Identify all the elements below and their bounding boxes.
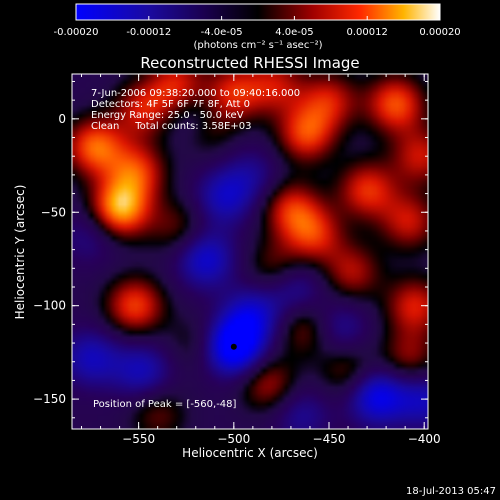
chart-title: Reconstructed RHESSI Image <box>140 54 359 72</box>
colorbar-ticks: -0.00020 -0.00012 -4.0e-05 4.0e-05 0.00012 0.… <box>54 16 461 38</box>
x-tick-label: −400 <box>408 432 441 446</box>
colorbar-units: (photons cm⁻² s⁻¹ asec⁻²) <box>193 40 322 51</box>
x-tick-label: −550 <box>122 432 155 446</box>
y-tick-label: 0 <box>58 112 66 126</box>
footer-timestamp: 18-Jul-2013 05:47 <box>406 486 496 497</box>
y-tick-label: −50 <box>41 205 66 219</box>
colorbar <box>75 3 441 21</box>
peak-marker <box>230 343 237 350</box>
x-tick-label: −450 <box>313 432 346 446</box>
colorbar-tick-label: 0.00012 <box>347 27 388 38</box>
annotation-energy-range: Energy Range: 25.0 - 50.0 keV <box>91 110 244 121</box>
x-tick-label: −500 <box>217 432 250 446</box>
heatmap-image <box>72 74 428 429</box>
annotation-detectors: Detectors: 4F 5F 6F 7F 8F, Att 0 <box>91 99 250 110</box>
colorbar-tick-label: 4.0e-05 <box>275 27 313 38</box>
x-axis: −550 −500 −450 −400 <box>81 74 441 446</box>
annotation-clean-counts: Clean Total counts: 3.58E+03 <box>91 121 251 132</box>
y-axis-label: Heliocentric Y (arcsec) <box>13 185 27 320</box>
annotation-time-range: 7-Jun-2006 09:38:20.000 to 09:40:16.000 <box>91 88 300 99</box>
colorbar-tick-label: -0.00012 <box>126 27 171 38</box>
colorbar-tick-label: -4.0e-05 <box>201 27 243 38</box>
annotation-block: 7-Jun-2006 09:38:20.000 to 09:40:16.000 … <box>91 88 300 132</box>
y-tick-label: −150 <box>33 392 66 406</box>
colorbar-tick-label: 0.00020 <box>419 27 460 38</box>
colorbar-tick-label: -0.00020 <box>54 27 99 38</box>
x-axis-label: Heliocentric X (arcsec) <box>182 446 318 460</box>
y-axis: 0 −50 −100 −150 <box>33 80 428 419</box>
plot-frame <box>71 73 429 430</box>
peak-position-label: Position of Peak = [-560,-48] <box>93 399 237 410</box>
y-tick-label: −100 <box>33 299 66 313</box>
